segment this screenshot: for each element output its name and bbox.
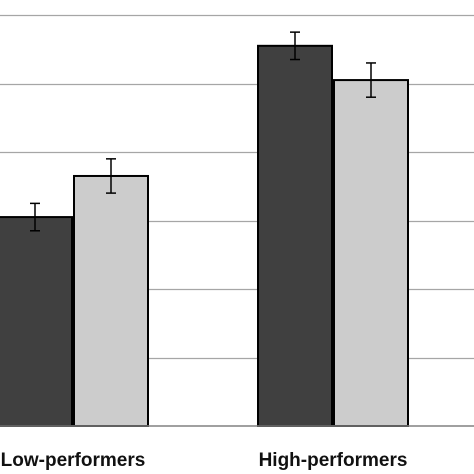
bar (333, 79, 409, 427)
bar (257, 44, 333, 427)
x-tick-label-high-performers: High-performers (259, 450, 408, 471)
bars (0, 44, 409, 427)
x-tick-label-low-performers: Low-performers (1, 450, 146, 471)
bar (0, 216, 73, 427)
x-tick-labels: Low-performers High-performers (1, 450, 408, 471)
bar (73, 174, 149, 427)
error-bars (30, 31, 376, 232)
